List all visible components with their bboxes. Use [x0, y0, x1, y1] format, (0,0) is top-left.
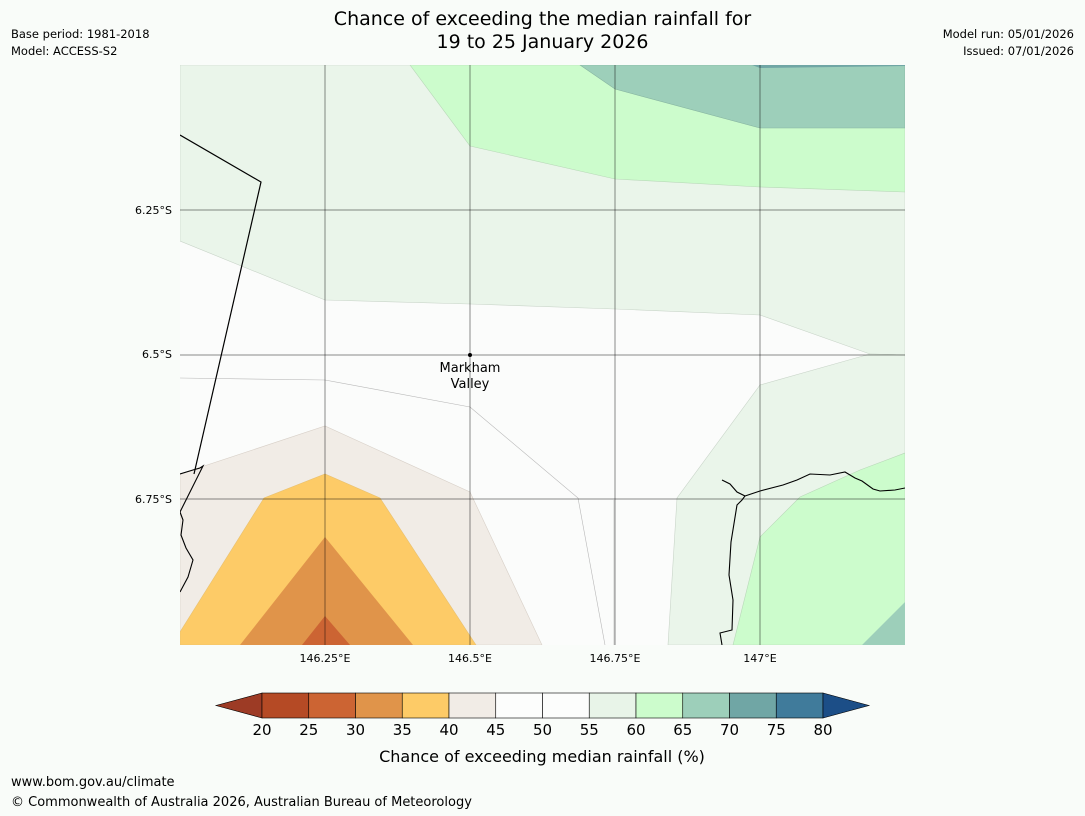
lon-tick-label: 146.75°E — [590, 652, 641, 665]
base-period-text: Base period: 1981-2018 — [11, 27, 150, 41]
model-run-text: Model run: 05/01/2026 — [942, 27, 1074, 41]
legend-tick-label: 40 — [439, 721, 458, 739]
coastline-east — [719, 479, 746, 645]
contour-60-65-southeast — [732, 452, 905, 645]
bom-url: www.bom.gov.au/climate — [11, 775, 175, 790]
lon-tick-label: 146.25°E — [300, 652, 351, 665]
model-text: Model: ACCESS-S2 — [11, 44, 118, 58]
legend-tick-label: 70 — [720, 721, 739, 739]
legend-extend-low — [214, 692, 263, 719]
contour-70-75-north — [752, 65, 905, 68]
legend-tick-label: 35 — [393, 721, 412, 739]
legend-tick-label: 30 — [346, 721, 365, 739]
legend-tick-label: 75 — [767, 721, 786, 739]
lat-tick-label: 6.75°S — [135, 493, 172, 506]
legend-tick-label: 55 — [580, 721, 599, 739]
coastline-northeast — [744, 471, 905, 497]
legend-swatch — [308, 692, 356, 719]
legend-colorbar: 20 25 30 35 40 45 50 55 60 65 70 75 80 — [214, 692, 871, 739]
markham-valley-label-1: Markham — [440, 361, 501, 376]
legend-swatch — [729, 692, 777, 719]
legend-tick-label: 45 — [486, 721, 505, 739]
legend-swatch — [448, 692, 497, 719]
legend-swatch — [542, 692, 590, 719]
legend-swatch — [682, 692, 730, 719]
contour-25-30-southwest — [302, 616, 350, 645]
markham-valley-label-2: Valley — [451, 377, 490, 392]
issue-info: Model run: 05/01/2026 Issued: 07/01/2026 — [943, 26, 1074, 60]
contour-65-70-north — [579, 65, 905, 129]
legend-tick-label: 50 — [533, 721, 552, 739]
coastline-west — [180, 464, 205, 593]
legend-swatch — [775, 692, 824, 719]
border-line — [180, 134, 262, 475]
lon-tick-label: 146.5°E — [448, 652, 492, 665]
contour-50-line — [180, 377, 606, 645]
legend-extend-high — [822, 692, 871, 719]
copyright-text: © Commonwealth of Australia 2026, Austra… — [11, 795, 472, 810]
contour-65-70-southeast — [862, 602, 905, 645]
lat-tick-label: 6.25°S — [135, 204, 172, 217]
markham-valley-marker — [468, 353, 472, 357]
legend-tick-label: 80 — [813, 721, 832, 739]
legend-tick-label: 25 — [299, 721, 318, 739]
legend-tick-label: 60 — [626, 721, 645, 739]
legend-swatch — [355, 692, 403, 719]
legend-tick-label: 65 — [673, 721, 692, 739]
contour-30-35-southwest — [240, 537, 413, 645]
legend-swatch — [401, 692, 450, 719]
legend-swatch — [495, 692, 543, 719]
legend-label: Chance of exceeding median rainfall (%) — [379, 747, 705, 766]
model-info: Base period: 1981-2018 Model: ACCESS-S2 — [11, 26, 150, 60]
map-area — [180, 65, 905, 645]
title-line-1: Chance of exceeding the median rainfall … — [333, 8, 752, 30]
lat-tick-label: 6.5°S — [142, 348, 172, 361]
legend-swatch — [635, 692, 684, 719]
map-title: Chance of exceeding the median rainfall … — [0, 8, 1085, 54]
legend-swatch — [261, 692, 310, 719]
title-line-2: 19 to 25 January 2026 — [436, 31, 649, 53]
legend-tick-label: 20 — [252, 721, 271, 739]
lon-tick-label: 147°E — [743, 652, 776, 665]
issued-text: Issued: 07/01/2026 — [963, 44, 1074, 58]
legend-swatch — [588, 692, 637, 719]
